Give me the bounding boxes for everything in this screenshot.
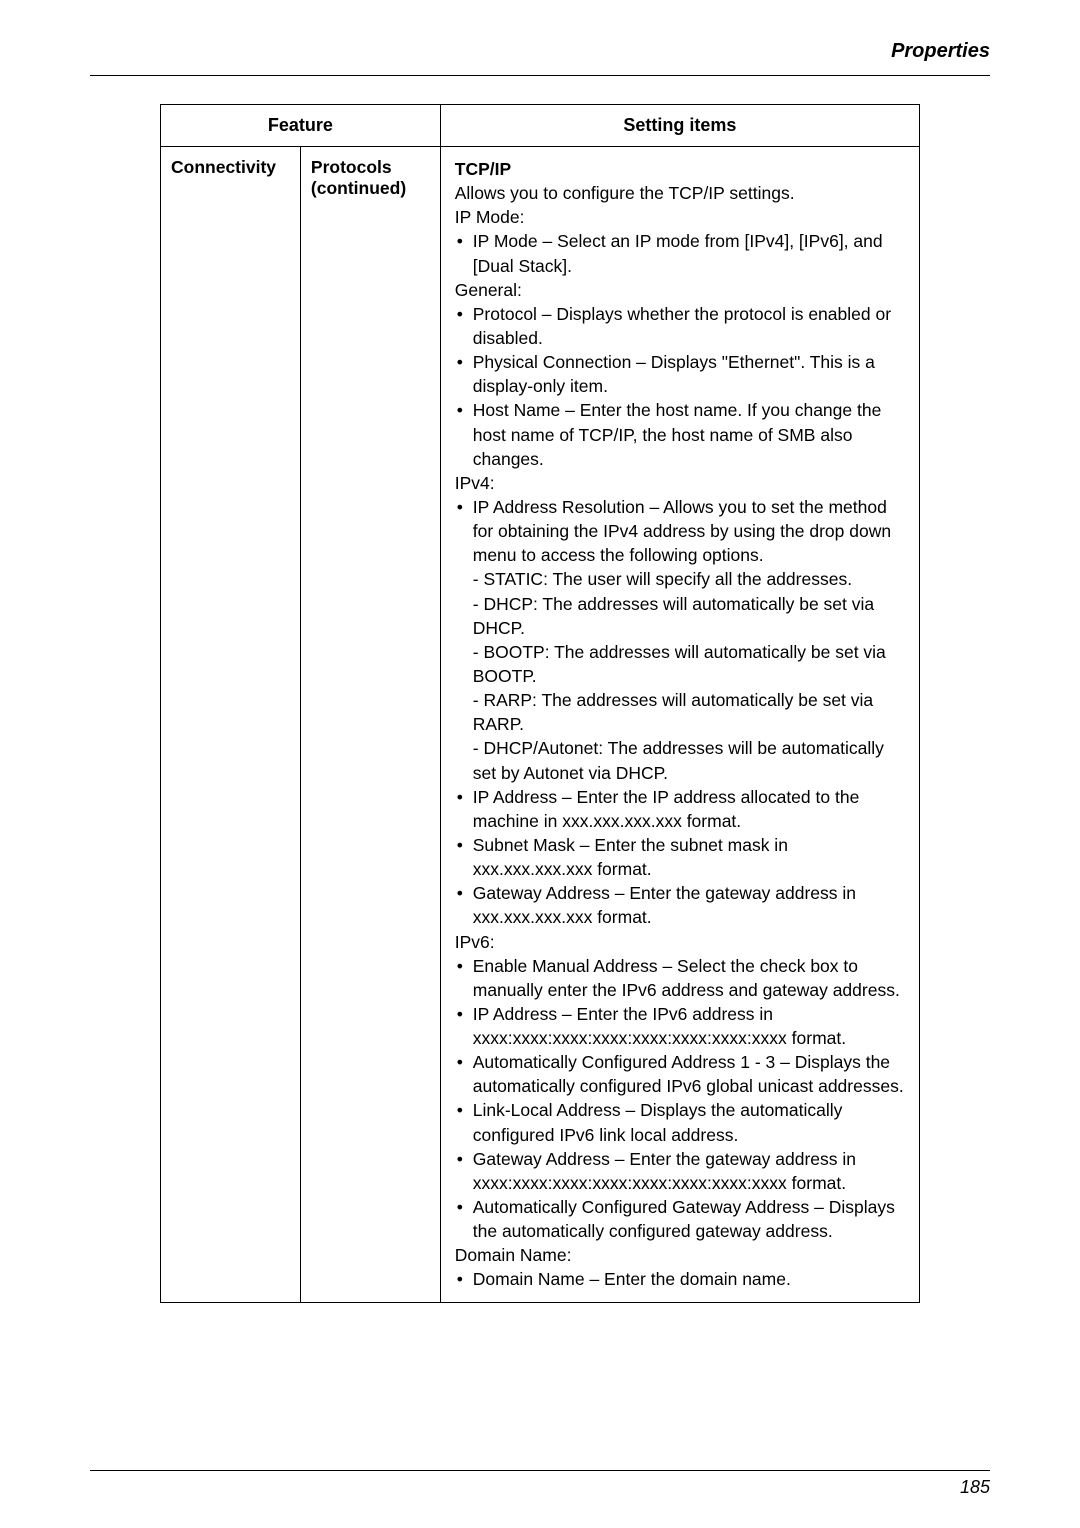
- ipv6-label: IPv6:: [455, 930, 905, 954]
- list-item: Gateway Address – Enter the gateway addr…: [455, 881, 905, 929]
- setting-header: Setting items: [440, 105, 919, 147]
- list-item: IP Address – Enter the IP address alloca…: [455, 785, 905, 833]
- section-title: Properties: [891, 40, 990, 62]
- subfeature-line1: Protocols: [311, 157, 392, 177]
- list-item: Subnet Mask – Enter the subnet mask in x…: [455, 833, 905, 881]
- list-item: Domain Name – Enter the domain name.: [455, 1267, 905, 1291]
- subfeature-line2: (continued): [311, 178, 406, 198]
- ipv4-list: IP Address Resolution – Allows you to se…: [455, 495, 905, 930]
- general-label: General:: [455, 278, 905, 302]
- page-header: Properties: [90, 40, 990, 71]
- domain-list: Domain Name – Enter the domain name.: [455, 1267, 905, 1291]
- domain-label: Domain Name:: [455, 1243, 905, 1267]
- setting-title: TCP/IP: [455, 157, 905, 181]
- table-row: Connectivity Protocols (continued) TCP/I…: [161, 147, 920, 1303]
- ipv4-sub-bootp: - BOOTP: The addresses will automaticall…: [473, 640, 905, 688]
- footer-divider: [90, 1470, 990, 1471]
- settings-table: Feature Setting items Connectivity Proto…: [160, 104, 920, 1303]
- ipv6-list: Enable Manual Address – Select the check…: [455, 954, 905, 1244]
- list-item: IP Address – Enter the IPv6 address in x…: [455, 1002, 905, 1050]
- list-item: IP Address Resolution – Allows you to se…: [455, 495, 905, 785]
- list-item: Automatically Configured Gateway Address…: [455, 1195, 905, 1243]
- feature-cell: Connectivity: [161, 147, 301, 1303]
- ipmode-label: IP Mode:: [455, 205, 905, 229]
- feature-header: Feature: [161, 105, 441, 147]
- list-item: Physical Connection – Displays "Ethernet…: [455, 350, 905, 398]
- setting-cell: TCP/IP Allows you to configure the TCP/I…: [440, 147, 919, 1303]
- setting-intro: Allows you to configure the TCP/IP setti…: [455, 181, 905, 205]
- list-item: Link-Local Address – Displays the automa…: [455, 1098, 905, 1146]
- ipv4-resolution: IP Address Resolution – Allows you to se…: [473, 497, 891, 565]
- list-item: IP Mode – Select an IP mode from [IPv4],…: [455, 229, 905, 277]
- general-list: Protocol – Displays whether the protocol…: [455, 302, 905, 471]
- ipv4-sub-rarp: - RARP: The addresses will automatically…: [473, 688, 905, 736]
- subfeature-cell: Protocols (continued): [300, 147, 440, 1303]
- ipv4-sub-autonet: - DHCP/Autonet: The addresses will be au…: [473, 736, 905, 784]
- page-footer: 185: [90, 1470, 990, 1498]
- table-header-row: Feature Setting items: [161, 105, 920, 147]
- header-divider: [90, 75, 990, 76]
- list-item: Gateway Address – Enter the gateway addr…: [455, 1147, 905, 1195]
- ipv4-sub-dhcp: - DHCP: The addresses will automatically…: [473, 592, 905, 640]
- ipv4-sub-static: - STATIC: The user will specify all the …: [473, 567, 905, 591]
- page-container: Properties Feature Setting items Connect…: [0, 0, 1080, 1528]
- page-number: 185: [90, 1477, 990, 1498]
- ipmode-list: IP Mode – Select an IP mode from [IPv4],…: [455, 229, 905, 277]
- list-item: Enable Manual Address – Select the check…: [455, 954, 905, 1002]
- list-item: Protocol – Displays whether the protocol…: [455, 302, 905, 350]
- list-item: Automatically Configured Address 1 - 3 –…: [455, 1050, 905, 1098]
- list-item: Host Name – Enter the host name. If you …: [455, 398, 905, 470]
- ipv4-label: IPv4:: [455, 471, 905, 495]
